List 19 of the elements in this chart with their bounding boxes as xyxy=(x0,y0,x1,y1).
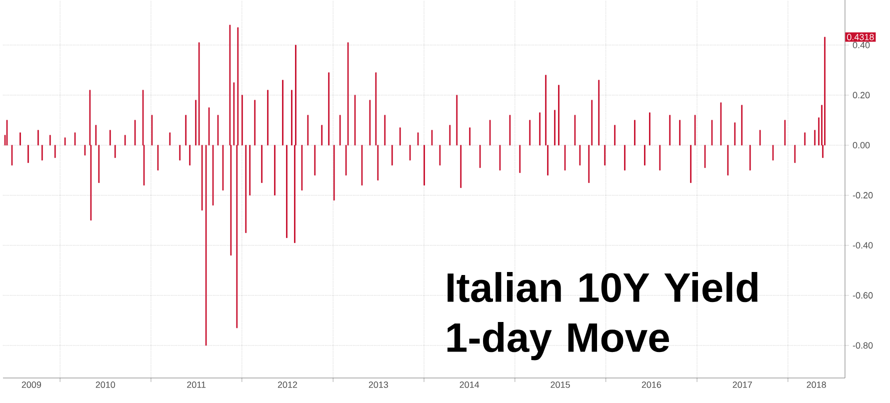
y-tick-label: -0.60 xyxy=(852,292,873,299)
x-tick-label: 2018 xyxy=(806,382,826,388)
text: Italian 10Y Yield 1-day Move xyxy=(447,272,758,360)
y-tick-label: 0.20 xyxy=(852,92,870,98)
y-tick-label: -0.40 xyxy=(852,242,873,248)
x-tick-label: 2012 xyxy=(278,382,298,388)
y-tick-label: -0.20 xyxy=(852,192,873,198)
x-tick-label: 2010 xyxy=(96,382,116,388)
x-tick-label: 2009 xyxy=(22,382,41,388)
x-tick-label: 2011 xyxy=(187,382,206,388)
y-tick-label: 0.40 xyxy=(852,42,870,48)
x-tick-label: 2013 xyxy=(368,382,388,388)
text: 0.4318 xyxy=(847,34,874,40)
x-tick-label: 2014 xyxy=(460,382,480,388)
x-tick-label: 2016 xyxy=(642,382,662,388)
y-tick-label: -0.80 xyxy=(852,342,873,349)
x-tick-label: 2015 xyxy=(550,382,570,388)
y-tick-label: 0.00 xyxy=(852,142,870,148)
x-tick-label: 2017 xyxy=(732,382,752,388)
